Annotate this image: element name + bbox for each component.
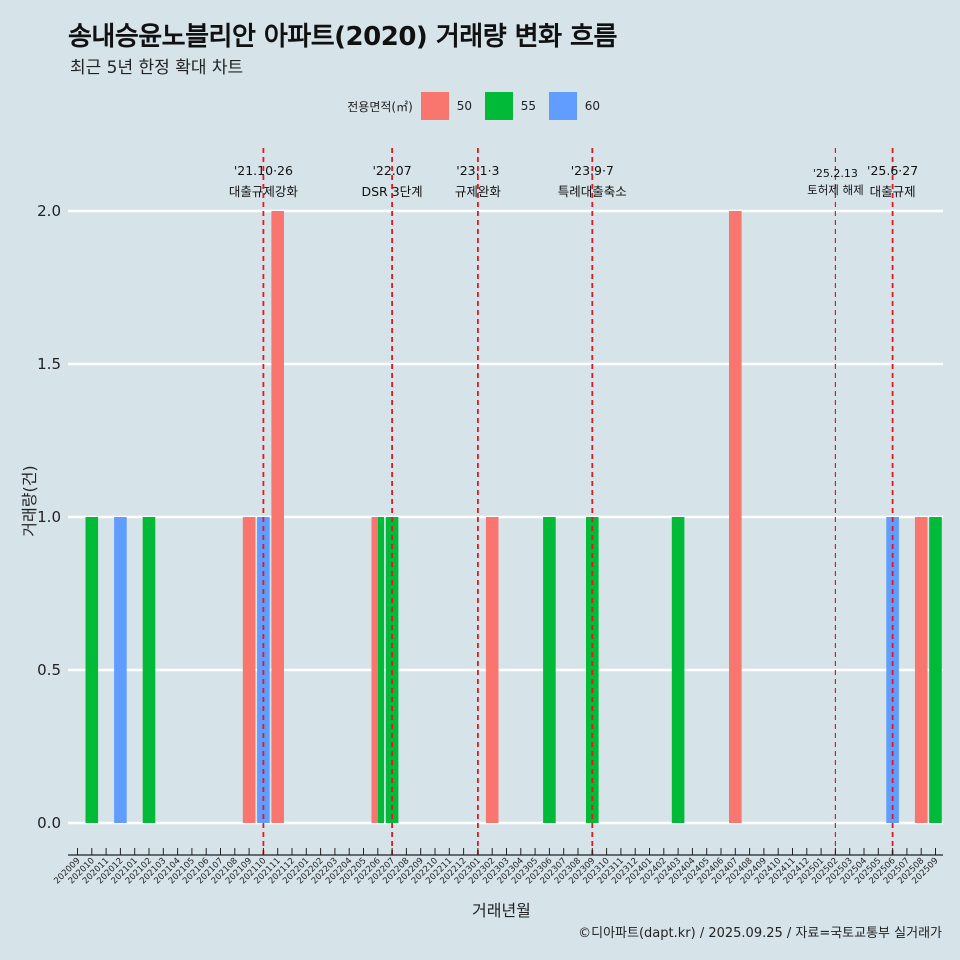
event-policy-label: 규제완화 (455, 184, 502, 199)
legend-item-55: 55 (484, 92, 543, 120)
legend-item-50: 50 (420, 92, 479, 120)
event-annotations: '21.10·26 대출규제강화 '22.07 DSR 3단계 '23.1·3 규제완화 '… (229, 163, 918, 199)
event-policy-label: DSR 3단계 (362, 184, 423, 199)
bar-202206-50 (371, 517, 378, 823)
bar-202010-55 (85, 517, 99, 823)
bar-202509-55 (929, 517, 942, 823)
event-date-label: '23.9·7 (571, 163, 614, 178)
legend-label-50: 50 (456, 99, 473, 113)
grid-lines (68, 209, 943, 825)
event-date-label: '25.6·27 (867, 163, 918, 178)
bar-202508-50 (914, 517, 928, 823)
legend-label-55: 55 (520, 99, 537, 113)
legend-item-60: 60 (548, 92, 607, 120)
bar-202109-50 (242, 517, 256, 823)
bar-202306-55 (543, 517, 556, 823)
y-axis-title: 거래량(건) (20, 465, 39, 537)
bar-202302-50 (485, 517, 499, 823)
legend-label-60: 60 (584, 99, 601, 113)
legend-key-55 (484, 92, 513, 120)
y-tick-label: 0.0 (37, 814, 61, 832)
event-date-label: '21.10·26 (234, 163, 293, 178)
chart-subtitle: 최근 5년 한정 확대 차트 (70, 58, 244, 78)
legend-key-60 (548, 92, 577, 120)
legend-key-50 (420, 92, 449, 120)
bars (85, 211, 942, 823)
event-policy-label: 대출규제강화 (229, 184, 299, 199)
bar-202403-55 (671, 517, 685, 823)
y-tick-label: 2.0 (37, 202, 61, 220)
event-policy-label: 대출규제 (870, 184, 916, 199)
event-date-label: '22.07 (372, 163, 411, 178)
legend: 전용면적(㎡) 50 55 60 (0, 92, 960, 120)
bar-202407-50 (729, 211, 742, 823)
y-axis: 0.0 0.5 1.0 1.5 2.0 (37, 202, 61, 832)
event-date-label: '25.2.13 (813, 167, 858, 180)
x-axis: 2020092020102020112020122021012021022021… (52, 848, 943, 886)
chart-title: 송내승윤노블리안 아파트(2020) 거래량 변화 흐름 (68, 22, 617, 52)
event-policy-label: 특례대출축소 (558, 184, 627, 199)
bar-202111-50 (271, 211, 284, 823)
event-policy-label: 토허제 해제 (807, 183, 864, 197)
bar-202206-55 (377, 517, 385, 823)
bar-202012-60 (114, 517, 127, 823)
x-axis-title: 거래년월 (472, 901, 531, 920)
y-tick-label: 0.5 (37, 661, 61, 679)
event-lines (262, 148, 894, 855)
y-tick-label: 1.0 (37, 508, 61, 526)
y-tick-label: 1.5 (37, 355, 61, 373)
legend-title: 전용면적(㎡) (347, 99, 413, 114)
bar-202102-55 (142, 517, 156, 823)
source-caption: ©디아파트(dapt.kr) / 2025.09.25 / 자료=국토교통부 실… (578, 926, 942, 941)
event-date-label: '23.1·3 (456, 163, 499, 178)
